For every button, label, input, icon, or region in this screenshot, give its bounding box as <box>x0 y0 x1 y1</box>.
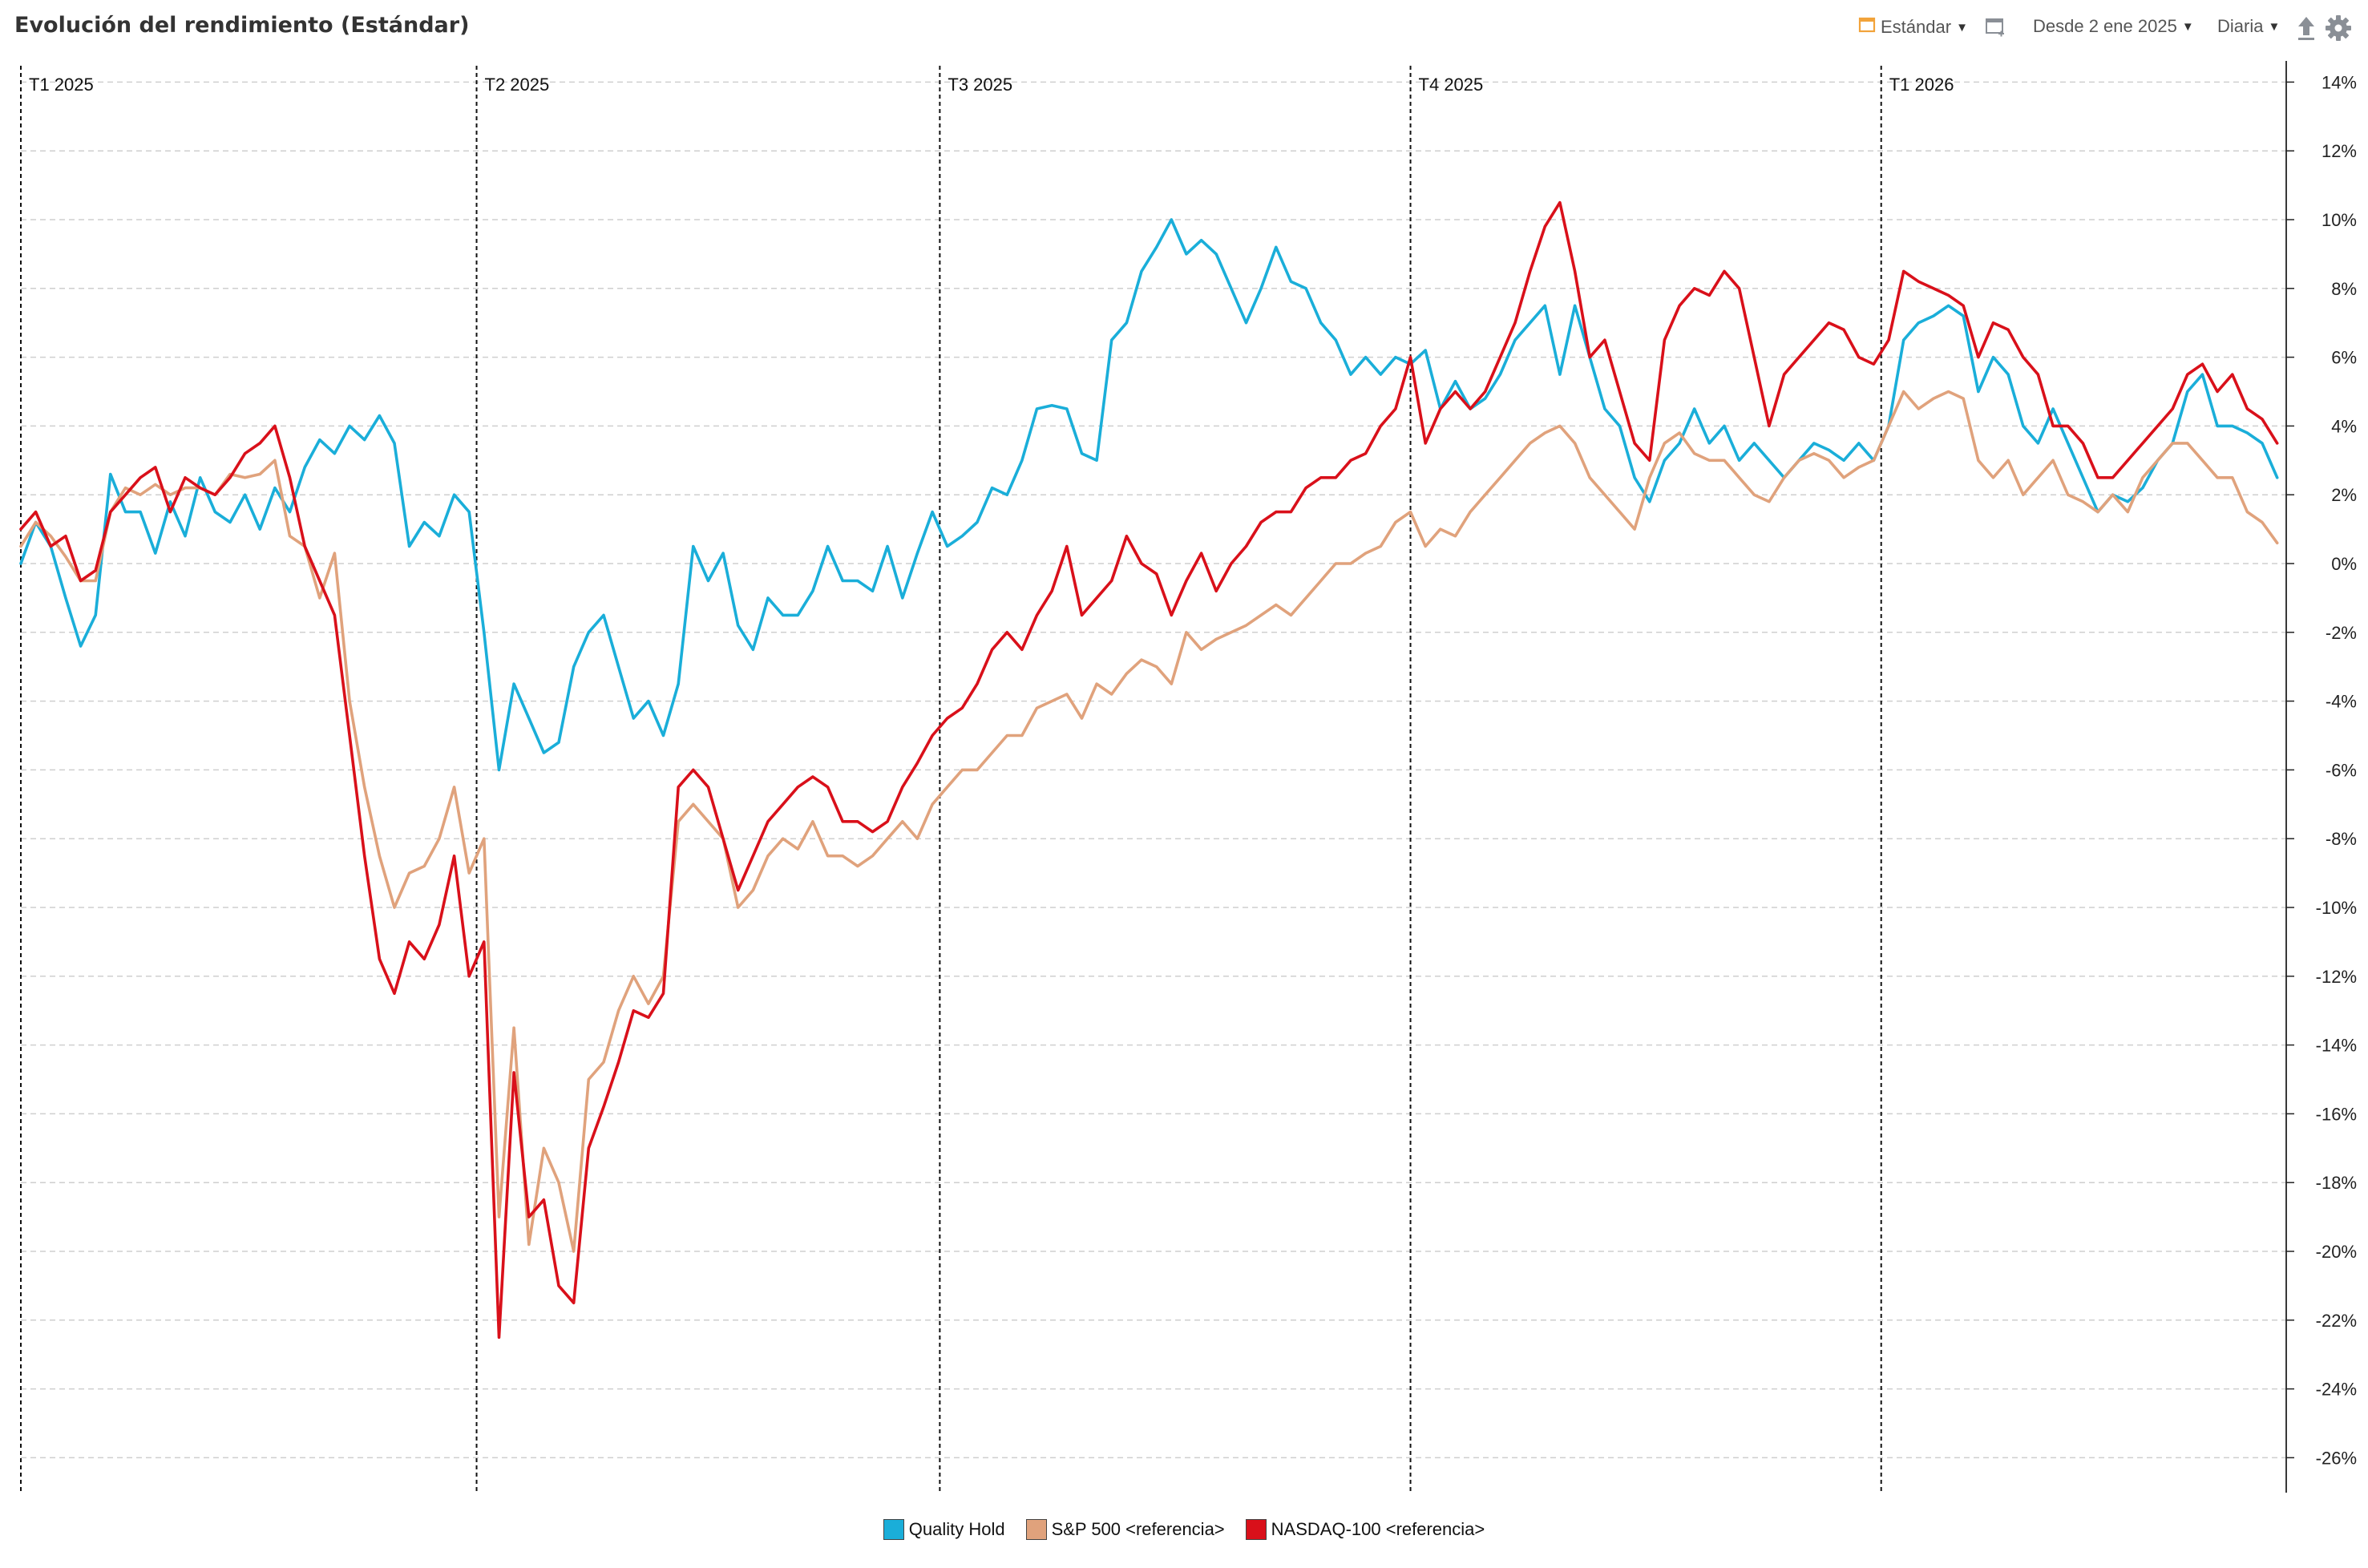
chart-toolbar: Evolución del rendimiento (Estándar) Est… <box>0 0 2368 58</box>
legend-item-quality-hold[interactable]: Quality Hold <box>883 1519 1005 1540</box>
y-tick-label: 12% <box>2322 141 2357 161</box>
page-title: Evolución del rendimiento (Estándar) <box>14 13 470 38</box>
y-tick-label: -22% <box>2316 1311 2357 1331</box>
y-tick-label: -12% <box>2316 967 2357 987</box>
quarter-label: T1 2025 <box>29 75 94 95</box>
upload-button[interactable] <box>2296 14 2317 46</box>
chevron-down-icon: ▼ <box>2268 19 2281 34</box>
calendar-icon <box>1858 16 1876 38</box>
quarter-dividers: T1 2025 T2 2025 T3 2025 T4 2025 T1 2026 <box>20 66 1954 1493</box>
series-line-quality_hold <box>19 218 2279 772</box>
quarter-label: T3 2025 <box>948 75 1012 95</box>
legend-swatch <box>1245 1519 1267 1540</box>
interval-label: Diaria <box>2217 16 2264 36</box>
y-tick-label: -10% <box>2316 898 2357 918</box>
y-tick-label: -8% <box>2326 829 2357 849</box>
legend-label: NASDAQ-100 <referencia> <box>1271 1519 1485 1539</box>
performance-chart: T1 2025 T2 2025 T3 2025 T4 2025 T1 2026 14%1… <box>19 61 2357 1493</box>
interval-selector[interactable]: Diaria ▼ <box>2217 16 2280 37</box>
upload-icon <box>2296 14 2317 46</box>
y-tick-label: 0% <box>2331 554 2357 574</box>
settings-button[interactable] <box>2325 14 2352 46</box>
y-tick-label: -16% <box>2316 1104 2357 1124</box>
y-axis: 14% 12% 10% 8% 6% 4% 2% 0% -2% -4% -6% -8% -10% -12% -… <box>2285 61 2357 1493</box>
chevron-down-icon: ▼ <box>1956 20 1968 34</box>
date-range-label: Desde 2 ene 2025 <box>2033 16 2177 36</box>
y-tick-label: 6% <box>2331 348 2357 368</box>
y-tick-label: -26% <box>2316 1448 2357 1468</box>
y-tick-label: 2% <box>2331 485 2357 505</box>
quarter-label: T4 2025 <box>1419 75 1484 95</box>
y-tick-label: -14% <box>2316 1036 2357 1056</box>
gear-icon <box>2325 14 2352 46</box>
y-tick-label: -20% <box>2316 1242 2357 1262</box>
y-tick-label: -2% <box>2326 623 2357 643</box>
legend-label: Quality Hold <box>908 1519 1005 1539</box>
y-tick-label: 10% <box>2322 210 2357 230</box>
legend-label: S&P 500 <referencia> <box>1051 1519 1225 1539</box>
view-label: Estándar <box>1881 17 1952 37</box>
window-button[interactable] <box>1985 16 2006 42</box>
series-line-nasdaq100 <box>19 200 2279 1340</box>
y-tick-label: 8% <box>2331 279 2357 299</box>
legend-item-nasdaq100[interactable]: NASDAQ-100 <referencia> <box>1245 1519 1485 1540</box>
quarter-label: T1 2026 <box>1889 75 1954 95</box>
series-line-sp500 <box>19 390 2279 1253</box>
chart-legend: Quality Hold S&P 500 <referencia> NASDAQ… <box>0 1515 2368 1544</box>
y-tick-label: -4% <box>2326 692 2357 712</box>
y-tick-label: -6% <box>2326 760 2357 780</box>
window-icon <box>1985 16 2006 42</box>
date-range-selector[interactable]: Desde 2 ene 2025 ▼ <box>2033 16 2194 37</box>
chevron-down-icon: ▼ <box>2181 19 2194 34</box>
quarter-label: T2 2025 <box>485 75 550 95</box>
legend-swatch <box>883 1519 904 1540</box>
view-selector[interactable]: Estándar ▼ <box>1858 16 1968 38</box>
legend-item-sp500[interactable]: S&P 500 <referencia> <box>1025 1519 1225 1540</box>
series-lines <box>19 200 2279 1340</box>
legend-swatch <box>1025 1519 1047 1540</box>
y-tick-label: 4% <box>2331 416 2357 436</box>
y-tick-label: -24% <box>2316 1380 2357 1400</box>
y-tick-label: -18% <box>2316 1173 2357 1193</box>
y-tick-label: 14% <box>2322 72 2357 92</box>
